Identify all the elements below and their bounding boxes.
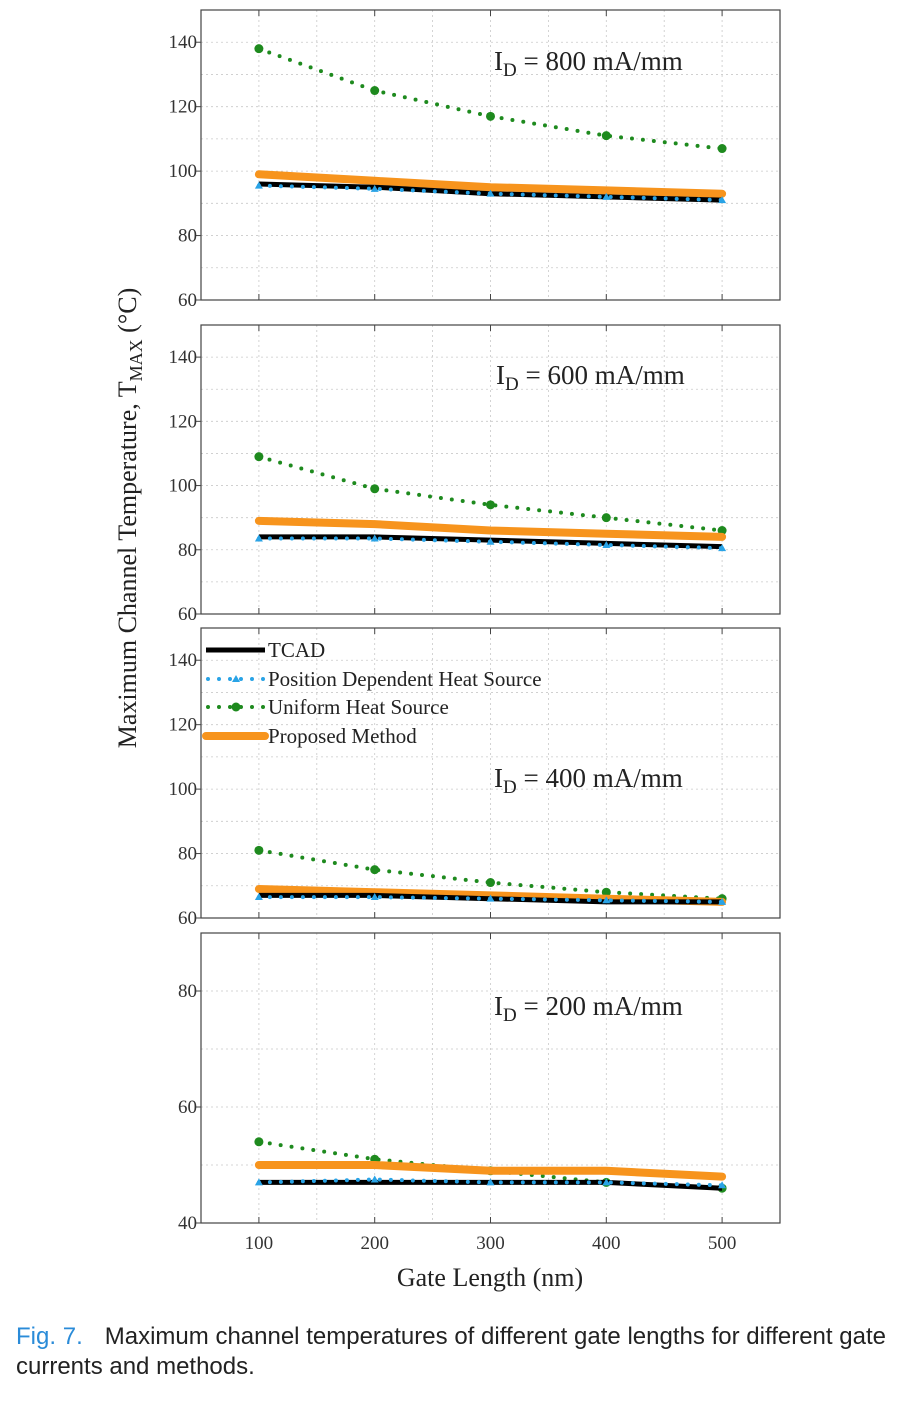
data-point-uniform-heat-source <box>486 111 495 121</box>
data-point-uniform-heat-source <box>601 513 611 523</box>
data-point-position-dependent-heat-source <box>254 893 263 901</box>
y-axis-title: Maximum Channel Temperature, TMAX (°C) <box>113 288 146 749</box>
data-point-uniform-heat-source <box>717 526 727 536</box>
data-point-position-dependent-heat-source <box>718 196 727 204</box>
legend: TCAD Position Dependent Heat Source Unifor… <box>202 638 542 748</box>
data-point-position-dependent-heat-source <box>370 534 379 542</box>
legend-label-position-dependent-heat-source: Position Dependent Heat Source <box>268 667 542 691</box>
data-point-position-dependent-heat-source <box>254 1178 263 1186</box>
legend-label-uniform-heat-source: Uniform Heat Source <box>268 695 449 719</box>
y-tick-label: 60 <box>178 604 197 625</box>
panel-4: 40 60 80 ID = 200 mA/mm 100 200 300 400 500 <box>178 932 781 1254</box>
data-point-uniform-heat-source <box>601 131 611 141</box>
data-point-uniform-heat-source <box>254 1137 264 1147</box>
x-tick-label: 100 <box>245 1233 274 1254</box>
y-tick-label: 140 <box>169 32 198 53</box>
data-point-position-dependent-heat-source <box>718 544 727 552</box>
data-point-uniform-heat-source <box>254 845 264 855</box>
data-point-uniform-heat-source <box>370 86 380 96</box>
data-point-position-dependent-heat-source <box>370 184 379 192</box>
figure-caption: Fig. 7. Maximum channel temperatures of d… <box>16 1322 886 1382</box>
legend-label-tcad: TCAD <box>268 638 325 662</box>
data-point-uniform-heat-source <box>717 144 727 154</box>
data-point-uniform-heat-source <box>370 865 380 875</box>
y-tick-label: 60 <box>178 1097 197 1118</box>
data-point-position-dependent-heat-source <box>602 192 611 200</box>
panel-label: ID = 400 mA/mm <box>494 763 683 798</box>
caption-text: Maximum channel temperatures of differen… <box>16 1323 886 1380</box>
x-tick-label: 400 <box>592 1233 621 1254</box>
y-tick-label: 60 <box>178 290 197 311</box>
y-tick-label: 120 <box>169 97 198 118</box>
data-point-position-dependent-heat-source <box>254 534 263 542</box>
panel-1: 60 80 100 120 140 ID = 800 mA/mm <box>169 9 781 311</box>
data-point-uniform-heat-source <box>254 452 264 462</box>
data-point-position-dependent-heat-source <box>486 537 495 545</box>
figure-label: Fig. 7. <box>16 1323 83 1350</box>
series-line-uniform-heat-source <box>256 848 725 901</box>
data-point-position-dependent-heat-source <box>370 893 379 901</box>
data-point-position-dependent-heat-source <box>486 1178 495 1186</box>
y-tick-label: 80 <box>178 844 197 865</box>
y-tick-label: 100 <box>169 779 198 800</box>
data-point-position-dependent-heat-source <box>602 896 611 904</box>
y-tick-label: 80 <box>178 981 197 1002</box>
panel-2: 60 80 100 120 140 ID = 600 mA/mm <box>169 324 781 625</box>
y-tick-label: 80 <box>178 226 197 247</box>
data-point-uniform-heat-source <box>370 484 380 494</box>
data-point-position-dependent-heat-source <box>718 897 727 905</box>
data-point-uniform-heat-source <box>486 500 495 510</box>
data-point-position-dependent-heat-source <box>486 189 495 197</box>
y-tick-label: 40 <box>178 1213 197 1234</box>
y-tick-label: 80 <box>178 540 197 561</box>
y-tick-label: 120 <box>169 411 198 432</box>
legend-label-proposed-method: Proposed Method <box>268 724 417 748</box>
x-tick-label: 500 <box>708 1233 737 1254</box>
data-point-uniform-heat-source <box>486 878 495 888</box>
data-point-position-dependent-heat-source <box>718 1181 727 1189</box>
y-tick-label: 140 <box>169 347 198 368</box>
series-line-proposed-method <box>254 516 727 541</box>
data-point-position-dependent-heat-source <box>602 540 611 548</box>
y-tick-label: 140 <box>169 650 198 671</box>
series-line-uniform-heat-source <box>256 1139 725 1191</box>
chart: 60 80 100 120 140 ID = 800 mA/mm 60 80 100 120 140… <box>113 9 781 1292</box>
panel-label: ID = 800 mA/mm <box>494 46 683 81</box>
data-point-position-dependent-heat-source <box>602 1178 611 1186</box>
y-tick-label: 60 <box>178 908 197 929</box>
data-point-uniform-heat-source <box>601 887 611 897</box>
data-point-uniform-heat-source <box>254 44 264 54</box>
panel-3: 60 80 100 120 140 ID = 400 mA/mm <box>169 627 781 929</box>
panel-label: ID = 600 mA/mm <box>496 360 685 395</box>
x-tick-label: 200 <box>360 1233 389 1254</box>
x-axis-title: Gate Length (nm) <box>397 1263 583 1292</box>
panel-label: ID = 200 mA/mm <box>494 991 683 1026</box>
y-tick-label: 120 <box>169 715 198 736</box>
legend-marker-position-dependent-heat-source <box>232 675 240 682</box>
series-line-proposed-method <box>254 1161 727 1181</box>
legend-marker-uniform-heat-source <box>231 702 241 712</box>
series-line-proposed-method <box>254 170 727 198</box>
data-point-position-dependent-heat-source <box>254 181 263 189</box>
y-tick-label: 100 <box>169 161 198 182</box>
data-point-position-dependent-heat-source <box>486 894 495 902</box>
y-tick-label: 100 <box>169 476 198 497</box>
x-tick-label: 300 <box>476 1233 505 1254</box>
data-point-position-dependent-heat-source <box>370 1175 379 1183</box>
